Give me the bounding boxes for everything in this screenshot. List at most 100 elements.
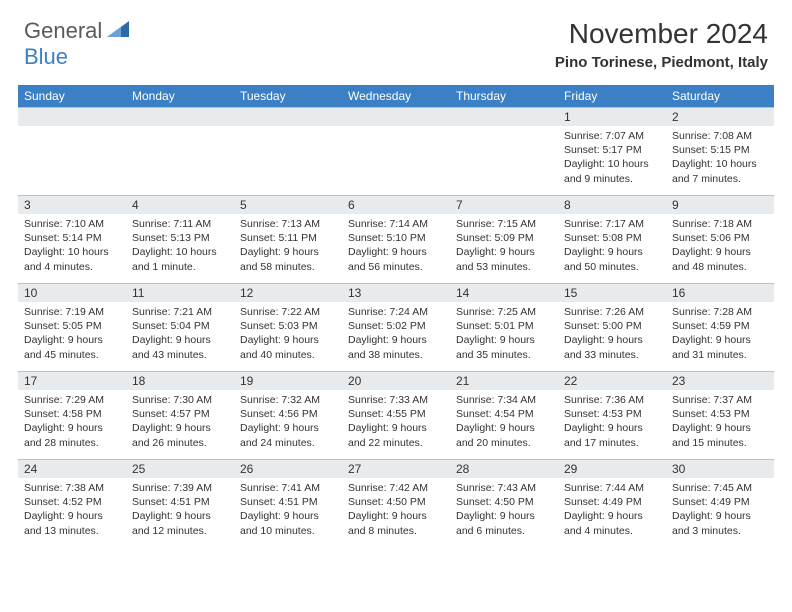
daylight-text: Daylight: 10 hours and 9 minutes. <box>564 157 660 185</box>
sunrise-text: Sunrise: 7:07 AM <box>564 129 660 143</box>
day-info: Sunrise: 7:18 AMSunset: 5:06 PMDaylight:… <box>666 214 774 277</box>
daylight-text: Daylight: 9 hours and 56 minutes. <box>348 245 444 273</box>
daylight-text: Daylight: 9 hours and 13 minutes. <box>24 509 120 537</box>
daylight-text: Daylight: 9 hours and 22 minutes. <box>348 421 444 449</box>
logo-text-a: General <box>24 18 102 44</box>
logo: General <box>24 18 131 44</box>
calendar-day-cell <box>450 108 558 196</box>
day-info: Sunrise: 7:10 AMSunset: 5:14 PMDaylight:… <box>18 214 126 277</box>
day-info: Sunrise: 7:26 AMSunset: 5:00 PMDaylight:… <box>558 302 666 365</box>
day-info: Sunrise: 7:21 AMSunset: 5:04 PMDaylight:… <box>126 302 234 365</box>
sunrise-text: Sunrise: 7:37 AM <box>672 393 768 407</box>
sunset-text: Sunset: 5:08 PM <box>564 231 660 245</box>
day-number: 9 <box>666 196 774 214</box>
day-number: 15 <box>558 284 666 302</box>
day-info: Sunrise: 7:24 AMSunset: 5:02 PMDaylight:… <box>342 302 450 365</box>
day-info: Sunrise: 7:32 AMSunset: 4:56 PMDaylight:… <box>234 390 342 453</box>
sunrise-text: Sunrise: 7:29 AM <box>24 393 120 407</box>
sunrise-text: Sunrise: 7:25 AM <box>456 305 552 319</box>
day-number <box>450 108 558 126</box>
sunrise-text: Sunrise: 7:45 AM <box>672 481 768 495</box>
calendar-day-cell: 29Sunrise: 7:44 AMSunset: 4:49 PMDayligh… <box>558 460 666 548</box>
sunrise-text: Sunrise: 7:15 AM <box>456 217 552 231</box>
sunrise-text: Sunrise: 7:10 AM <box>24 217 120 231</box>
sunrise-text: Sunrise: 7:41 AM <box>240 481 336 495</box>
day-number: 16 <box>666 284 774 302</box>
calendar-day-cell: 1Sunrise: 7:07 AMSunset: 5:17 PMDaylight… <box>558 108 666 196</box>
calendar-body: 1Sunrise: 7:07 AMSunset: 5:17 PMDaylight… <box>18 108 774 548</box>
daylight-text: Daylight: 9 hours and 12 minutes. <box>132 509 228 537</box>
sunset-text: Sunset: 5:05 PM <box>24 319 120 333</box>
sunset-text: Sunset: 5:14 PM <box>24 231 120 245</box>
daylight-text: Daylight: 9 hours and 53 minutes. <box>456 245 552 273</box>
daylight-text: Daylight: 9 hours and 50 minutes. <box>564 245 660 273</box>
calendar-day-cell: 21Sunrise: 7:34 AMSunset: 4:54 PMDayligh… <box>450 372 558 460</box>
calendar-day-cell: 20Sunrise: 7:33 AMSunset: 4:55 PMDayligh… <box>342 372 450 460</box>
day-info: Sunrise: 7:33 AMSunset: 4:55 PMDaylight:… <box>342 390 450 453</box>
sunset-text: Sunset: 5:03 PM <box>240 319 336 333</box>
calendar-day-cell: 19Sunrise: 7:32 AMSunset: 4:56 PMDayligh… <box>234 372 342 460</box>
sunrise-text: Sunrise: 7:36 AM <box>564 393 660 407</box>
sunset-text: Sunset: 5:13 PM <box>132 231 228 245</box>
calendar-day-cell: 24Sunrise: 7:38 AMSunset: 4:52 PMDayligh… <box>18 460 126 548</box>
sunset-text: Sunset: 5:10 PM <box>348 231 444 245</box>
title-block: November 2024 Pino Torinese, Piedmont, I… <box>555 18 768 71</box>
day-info: Sunrise: 7:41 AMSunset: 4:51 PMDaylight:… <box>234 478 342 541</box>
sunset-text: Sunset: 4:53 PM <box>564 407 660 421</box>
daylight-text: Daylight: 9 hours and 45 minutes. <box>24 333 120 361</box>
header: General November 2024 Pino Torinese, Pie… <box>0 0 792 77</box>
day-number: 27 <box>342 460 450 478</box>
calendar-day-cell: 30Sunrise: 7:45 AMSunset: 4:49 PMDayligh… <box>666 460 774 548</box>
day-number: 20 <box>342 372 450 390</box>
logo-sub: Blue <box>24 44 68 70</box>
day-number <box>126 108 234 126</box>
day-info: Sunrise: 7:08 AMSunset: 5:15 PMDaylight:… <box>666 126 774 189</box>
sunrise-text: Sunrise: 7:43 AM <box>456 481 552 495</box>
sunset-text: Sunset: 4:51 PM <box>240 495 336 509</box>
day-number: 30 <box>666 460 774 478</box>
weekday-header: Monday <box>126 85 234 108</box>
calendar-day-cell <box>234 108 342 196</box>
day-info: Sunrise: 7:14 AMSunset: 5:10 PMDaylight:… <box>342 214 450 277</box>
day-info: Sunrise: 7:45 AMSunset: 4:49 PMDaylight:… <box>666 478 774 541</box>
sunset-text: Sunset: 4:49 PM <box>672 495 768 509</box>
weekday-header: Tuesday <box>234 85 342 108</box>
day-number: 2 <box>666 108 774 126</box>
sunrise-text: Sunrise: 7:42 AM <box>348 481 444 495</box>
day-info: Sunrise: 7:36 AMSunset: 4:53 PMDaylight:… <box>558 390 666 453</box>
calendar-day-cell: 28Sunrise: 7:43 AMSunset: 4:50 PMDayligh… <box>450 460 558 548</box>
weekday-header: Saturday <box>666 85 774 108</box>
sunrise-text: Sunrise: 7:32 AM <box>240 393 336 407</box>
day-number: 11 <box>126 284 234 302</box>
day-info: Sunrise: 7:25 AMSunset: 5:01 PMDaylight:… <box>450 302 558 365</box>
sunset-text: Sunset: 4:51 PM <box>132 495 228 509</box>
daylight-text: Daylight: 9 hours and 58 minutes. <box>240 245 336 273</box>
calendar-day-cell: 25Sunrise: 7:39 AMSunset: 4:51 PMDayligh… <box>126 460 234 548</box>
calendar-day-cell: 17Sunrise: 7:29 AMSunset: 4:58 PMDayligh… <box>18 372 126 460</box>
day-info: Sunrise: 7:30 AMSunset: 4:57 PMDaylight:… <box>126 390 234 453</box>
sunset-text: Sunset: 4:49 PM <box>564 495 660 509</box>
calendar-head: SundayMondayTuesdayWednesdayThursdayFrid… <box>18 85 774 108</box>
day-number: 6 <box>342 196 450 214</box>
sunset-text: Sunset: 5:15 PM <box>672 143 768 157</box>
day-info: Sunrise: 7:44 AMSunset: 4:49 PMDaylight:… <box>558 478 666 541</box>
location: Pino Torinese, Piedmont, Italy <box>555 54 768 71</box>
day-info: Sunrise: 7:19 AMSunset: 5:05 PMDaylight:… <box>18 302 126 365</box>
calendar-day-cell: 10Sunrise: 7:19 AMSunset: 5:05 PMDayligh… <box>18 284 126 372</box>
sunset-text: Sunset: 5:11 PM <box>240 231 336 245</box>
calendar-day-cell: 5Sunrise: 7:13 AMSunset: 5:11 PMDaylight… <box>234 196 342 284</box>
sunset-text: Sunset: 5:01 PM <box>456 319 552 333</box>
sunset-text: Sunset: 5:06 PM <box>672 231 768 245</box>
day-number: 8 <box>558 196 666 214</box>
day-info: Sunrise: 7:37 AMSunset: 4:53 PMDaylight:… <box>666 390 774 453</box>
calendar-week-row: 3Sunrise: 7:10 AMSunset: 5:14 PMDaylight… <box>18 196 774 284</box>
day-number: 3 <box>18 196 126 214</box>
daylight-text: Daylight: 9 hours and 24 minutes. <box>240 421 336 449</box>
calendar-day-cell: 3Sunrise: 7:10 AMSunset: 5:14 PMDaylight… <box>18 196 126 284</box>
sunset-text: Sunset: 4:55 PM <box>348 407 444 421</box>
daylight-text: Daylight: 9 hours and 6 minutes. <box>456 509 552 537</box>
day-info: Sunrise: 7:39 AMSunset: 4:51 PMDaylight:… <box>126 478 234 541</box>
calendar-day-cell <box>126 108 234 196</box>
calendar-day-cell: 13Sunrise: 7:24 AMSunset: 5:02 PMDayligh… <box>342 284 450 372</box>
sunset-text: Sunset: 5:04 PM <box>132 319 228 333</box>
